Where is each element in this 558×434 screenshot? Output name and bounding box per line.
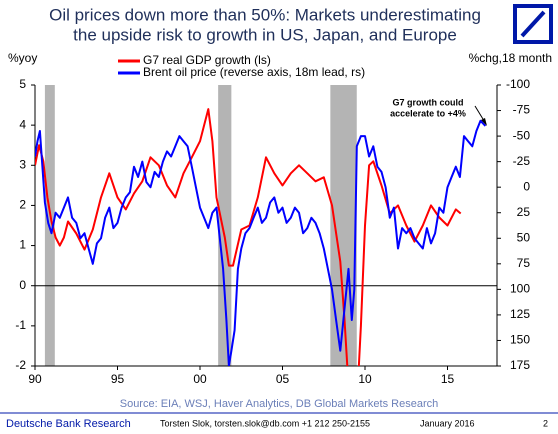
series-line <box>35 119 487 366</box>
legend-label: G7 real GDP growth (ls) <box>143 53 271 67</box>
legend-label: Brent oil price (reverse axis, 18m lead,… <box>143 65 365 79</box>
chart-title: Oil prices down more than 50%: Markets u… <box>49 5 481 24</box>
recession-shade <box>218 85 232 366</box>
y2-tick-label: 100 <box>510 282 530 296</box>
y2-tick-label: -25 <box>513 154 531 168</box>
x-tick-label: 10 <box>358 372 372 386</box>
footer-page: 2 <box>543 418 548 428</box>
y2-tick-label: -100 <box>506 77 530 91</box>
footer-brand: Deutsche Bank Research <box>6 418 131 430</box>
series-line <box>35 108 462 366</box>
footer-date: January 2016 <box>420 418 475 428</box>
y2-tick-label: -75 <box>513 103 531 117</box>
y-tick-label: 1 <box>19 238 26 252</box>
x-tick-label: 95 <box>111 372 125 386</box>
annotation: G7 growth could <box>393 97 464 107</box>
y-tick-label: 5 <box>19 77 26 91</box>
plot-lines <box>35 108 487 366</box>
y2-tick-label: 125 <box>510 307 530 321</box>
y-tick-label: -1 <box>15 318 26 332</box>
y-tick-label: -2 <box>15 358 26 372</box>
y-tick-label: 3 <box>19 157 26 171</box>
annotation: accelerate to +4% <box>390 108 466 118</box>
source: Source: EIA, WSJ, Haver Analytics, DB Gl… <box>120 398 439 410</box>
logo <box>513 4 553 44</box>
x-tick-label: 15 <box>441 372 455 386</box>
x-tick-label: 90 <box>28 372 42 386</box>
y2-tick-label: 75 <box>517 256 531 270</box>
y2-tick-label: -50 <box>513 128 531 142</box>
y-tick-label: 4 <box>19 117 26 131</box>
chart-title: the upside risk to growth in US, Japan, … <box>73 25 457 44</box>
y-tick-label: 0 <box>19 278 26 292</box>
y2-axis-label: %chg,18 month <box>469 51 552 65</box>
y2-tick-label: 25 <box>517 205 531 219</box>
y-tick-label: 2 <box>19 198 26 212</box>
y2-tick-label: 0 <box>523 179 530 193</box>
x-tick-label: 05 <box>276 372 290 386</box>
y2-tick-label: 175 <box>510 358 530 372</box>
y2-tick-label: 50 <box>517 230 531 244</box>
y-axis-label: %yoy <box>8 51 37 65</box>
x-tick-label: 00 <box>193 372 207 386</box>
footer-contact: Torsten Slok, torsten.slok@db.com +1 212… <box>160 418 370 428</box>
y2-tick-label: 150 <box>510 333 530 347</box>
annotation-arrowhead <box>481 118 487 126</box>
